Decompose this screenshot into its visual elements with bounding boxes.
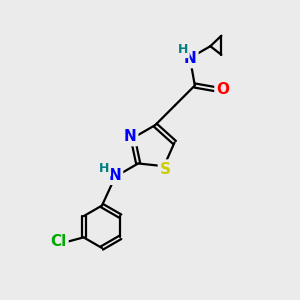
Text: H: H	[177, 43, 188, 56]
Text: S: S	[160, 162, 171, 177]
Text: N: N	[184, 51, 196, 66]
Text: N: N	[124, 129, 136, 144]
Text: O: O	[217, 82, 230, 97]
Text: H: H	[99, 162, 109, 175]
Text: Cl: Cl	[50, 234, 66, 249]
Text: N: N	[108, 168, 121, 183]
